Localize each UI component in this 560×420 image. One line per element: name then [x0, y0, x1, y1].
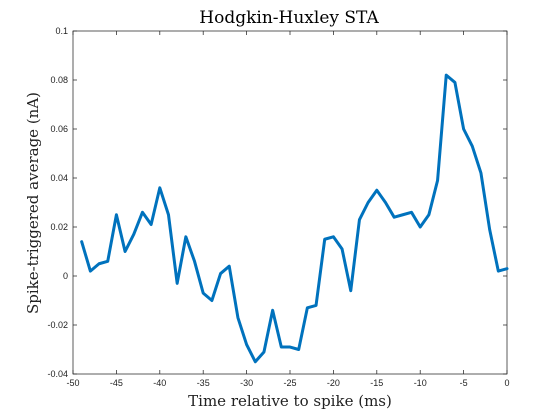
x-tick-label: -20: [327, 378, 340, 388]
axes-box: [72, 30, 508, 375]
y-tick-label: 0: [63, 271, 68, 281]
x-tick-label: -50: [66, 378, 79, 388]
y-tick-label: -0.04: [47, 369, 68, 379]
x-axis-ticks: -50 -45 -40 -35 -30 -25 -20 -15 -10 -5 0: [66, 31, 510, 388]
x-tick-label: -5: [460, 378, 468, 388]
x-tick-label: -35: [197, 378, 210, 388]
y-tick-label: 0.1: [55, 26, 68, 36]
y-tick-label: 0.06: [50, 124, 68, 134]
x-tick-label: -15: [370, 378, 383, 388]
x-tick-label: -45: [110, 378, 123, 388]
x-tick-label: 0: [504, 378, 509, 388]
series-line: [80, 73, 509, 364]
y-tick-label: 0.04: [50, 173, 68, 183]
x-axis-label: Time relative to spike (ms): [188, 392, 392, 410]
x-tick-label: -30: [240, 378, 253, 388]
y-axis-label: Spike-triggered average (nA): [24, 92, 42, 314]
y-axis-ticks: -0.04 -0.02 0 0.02 0.04 0.06 0.08 0.1: [47, 26, 507, 379]
x-tick-label: -25: [283, 378, 296, 388]
plot-frame: [72, 30, 508, 375]
y-tick-label: 0.08: [50, 75, 68, 85]
series-layer: [80, 73, 509, 364]
y-tick-label: -0.02: [47, 320, 68, 330]
x-tick-label: -40: [153, 378, 166, 388]
x-tick-label: -10: [414, 378, 427, 388]
y-tick-label: 0.02: [50, 222, 68, 232]
chart-title: Hodgkin-Huxley STA: [199, 8, 379, 28]
